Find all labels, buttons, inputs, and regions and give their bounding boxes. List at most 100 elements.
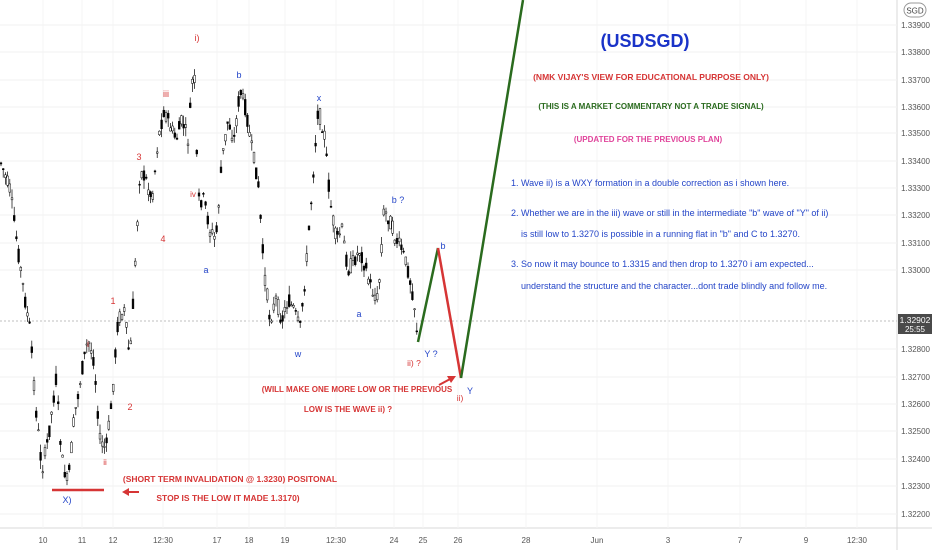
price-tick-label: 1.32600 [901,400,930,409]
low-note-line-2: LOW IS THE WAVE ii) ? [304,405,392,414]
projection-layer [416,0,525,379]
candle-body [246,114,249,127]
candle-body [283,307,286,312]
candle-body [105,437,108,444]
candle-body [303,289,306,292]
time-tick-label: 11 [78,536,87,545]
time-tick-label: 12:30 [326,536,347,545]
candle-body [365,262,368,269]
candle-body [219,166,223,173]
candle-body [239,89,242,96]
candle-body [252,151,256,163]
candle-body [312,174,315,178]
candle-body [63,472,66,478]
time-tick-label: 18 [245,536,254,545]
commentary-line-2: 2. Whether we are in the iii) wave or st… [511,208,828,218]
candle-body [193,75,196,83]
candle-body [208,232,212,237]
arrow-right-icon [438,376,456,386]
candle-body [263,274,267,286]
candle-body [61,454,64,458]
candle-body [50,411,53,415]
candle-body [8,183,11,193]
wave-label-1: 1 [110,296,115,306]
wave-label-ii-small: ii [103,458,107,467]
candle-body [336,231,339,235]
price-tick-label: 1.33900 [901,21,930,30]
candle-body [272,303,275,311]
candle-body [349,258,352,274]
last-price-countdown: 25:55 [905,325,926,334]
candle-body [292,305,295,308]
candle-body [294,310,297,312]
time-tick-label: 9 [804,536,809,545]
time-tick-label: 10 [39,536,48,545]
candle-body [395,238,399,244]
candle-body [376,293,379,300]
candle-body [74,407,77,409]
commentary-line-5: understand the structure and the charact… [521,281,827,291]
candle-body [59,440,62,445]
candle-body [402,250,405,253]
candle-body [83,351,86,355]
price-tick-label: 1.32200 [901,510,930,519]
time-tick-label: 24 [390,536,399,545]
time-tick-label: 3 [666,536,671,545]
candle-body [138,183,141,186]
candle-body [127,347,130,350]
price-axis[interactable]: 1.33900 1.33800 1.33700 1.33600 1.33500 1.334… [901,21,930,519]
currency-badge[interactable] [903,2,927,18]
wave-label-x: x [317,93,322,103]
candle-body [362,265,366,271]
candle-body [288,294,291,307]
candle-body [186,143,190,146]
time-tick-label: 26 [454,536,463,545]
wave-label-y-projected: Y [467,386,473,396]
candle-body [373,294,377,301]
candle-body [244,99,247,116]
candle-body [360,252,363,264]
candle-body [371,294,374,297]
candle-body [112,383,115,392]
candle-body [415,330,418,333]
candle-body [354,256,357,265]
wave-label-3: 3 [136,152,141,162]
candle-body [255,167,258,180]
candle-body [345,254,348,267]
candle-body [277,299,280,315]
wave-label-i-small: i [87,339,89,349]
candle-body [327,179,330,192]
candle-body [334,227,337,239]
candle-body [380,244,383,254]
projection-leg-c [436,247,463,379]
last-price-value: 1.32902 [900,315,931,325]
candle-body [290,304,293,306]
time-tick-label: 12:30 [847,536,868,545]
time-axis[interactable]: 10 11 12 12:30 17 18 19 12:30 24 25 26 28 Jun 3 7 9 12:3… [39,536,868,545]
candle-body [389,215,392,230]
candle-body [37,429,40,432]
wave-label-i-top: i) [195,33,200,43]
candle-body [325,153,328,156]
candle-body [279,319,282,323]
wave-label-y-question: Y ? [424,349,437,359]
candle-body [68,464,71,470]
candle-body [182,124,185,129]
candle-body [107,420,110,430]
candle-body [43,447,47,457]
candle-body [211,229,214,234]
candle-body [114,349,117,358]
candle-body [356,252,359,255]
candle-body [101,441,104,447]
candle-body [411,291,414,300]
wave-label-w: w [294,349,302,359]
candle-body [270,320,273,323]
candle-body [351,255,355,261]
candle-body [329,205,333,208]
candle-body [307,225,311,230]
candle-body [96,411,99,419]
candle-body [92,357,95,366]
price-tick-label: 1.33600 [901,103,930,112]
price-tick-label: 1.32500 [901,427,930,436]
